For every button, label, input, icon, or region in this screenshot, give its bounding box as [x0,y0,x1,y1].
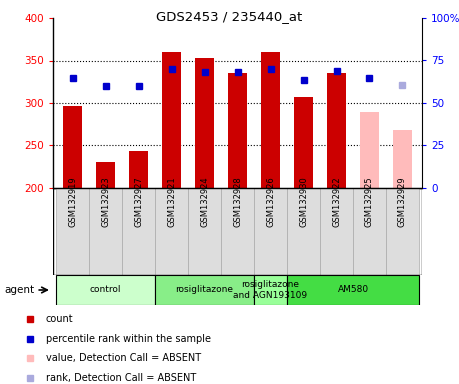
Bar [56,188,89,275]
Bar [228,73,247,188]
Text: rank, Detection Call = ABSENT: rank, Detection Call = ABSENT [46,373,196,383]
Text: count: count [46,314,73,324]
Bar [320,188,353,275]
Bar [129,151,148,188]
Bar [353,188,386,275]
Text: rosiglitazone
and AGN193109: rosiglitazone and AGN193109 [234,280,308,300]
Bar [155,275,254,305]
Bar [261,52,280,188]
Text: value, Detection Call = ABSENT: value, Detection Call = ABSENT [46,353,201,363]
Text: GSM132922: GSM132922 [332,177,341,227]
Text: GDS2453 / 235440_at: GDS2453 / 235440_at [157,10,302,23]
Bar [254,275,287,305]
Bar [287,188,320,275]
Text: GSM132928: GSM132928 [233,176,242,227]
Text: rosiglitazone: rosiglitazone [175,285,234,295]
Bar [392,130,412,188]
Text: AM580: AM580 [337,285,369,295]
Bar [56,275,155,305]
Bar [327,73,347,188]
Bar [221,188,254,275]
Text: GSM132930: GSM132930 [299,176,308,227]
Bar [95,162,116,188]
Text: GSM132924: GSM132924 [200,177,209,227]
Text: GSM132925: GSM132925 [365,177,374,227]
Bar [254,188,287,275]
Bar [122,188,155,275]
Text: agent: agent [5,285,35,295]
Text: GSM132921: GSM132921 [167,177,176,227]
Text: GSM132926: GSM132926 [266,176,275,227]
Bar [386,188,419,275]
Text: GSM132929: GSM132929 [398,177,407,227]
Bar [63,106,83,188]
Text: GSM132919: GSM132919 [68,177,77,227]
Bar [195,58,214,188]
Text: percentile rank within the sample: percentile rank within the sample [46,334,211,344]
Text: control: control [90,285,121,295]
Bar [294,97,313,188]
Bar [162,52,181,188]
Bar [89,188,122,275]
Text: GSM132927: GSM132927 [134,176,143,227]
Bar [188,188,221,275]
Bar [359,113,380,188]
Bar [287,275,419,305]
Bar [155,188,188,275]
Text: GSM132923: GSM132923 [101,176,110,227]
